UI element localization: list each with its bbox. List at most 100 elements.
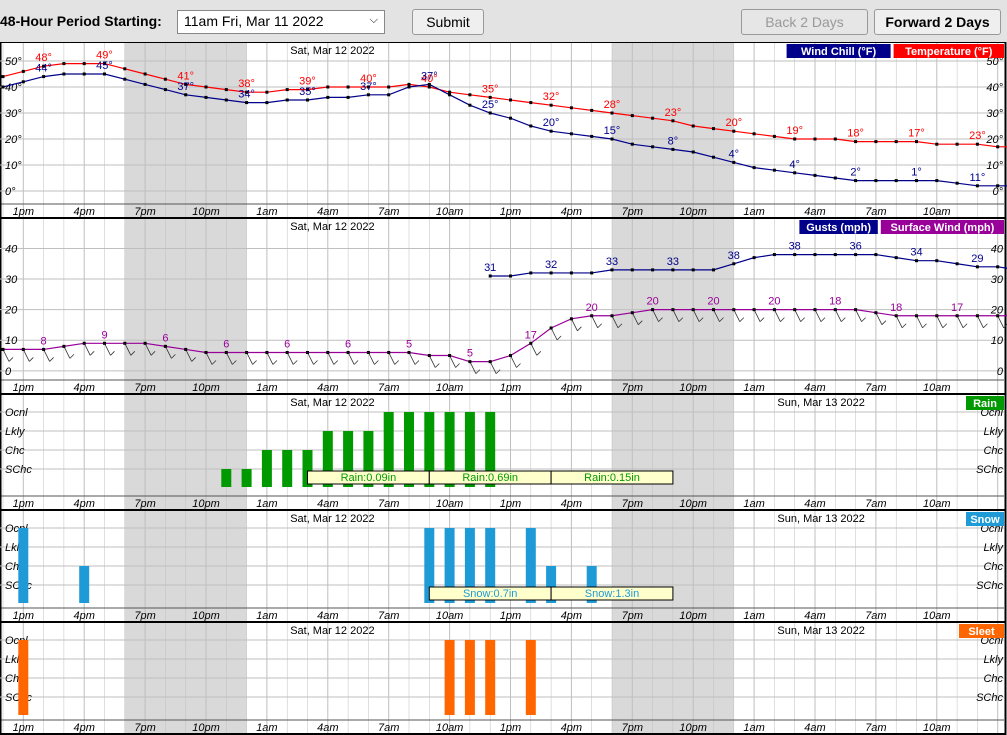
wind-barb — [449, 355, 456, 368]
legend-box — [786, 44, 891, 58]
surface-wind-data-point — [671, 308, 675, 312]
rain-bar — [322, 431, 333, 487]
wind-barb — [266, 352, 274, 365]
wind-barb — [942, 323, 948, 329]
wind-barb — [658, 317, 663, 322]
wind-chill-data-point — [569, 132, 573, 136]
wind-barb — [577, 326, 582, 332]
submit-button[interactable]: Submit — [412, 9, 484, 35]
wind-chill-data-point — [874, 179, 878, 183]
wind-chill-data-point — [854, 179, 858, 183]
x-tick-label: 7pm — [134, 382, 155, 394]
x-tick-label: 7am — [378, 498, 399, 510]
x-tick-label: 4pm — [73, 498, 94, 510]
gusts-data-point — [813, 253, 817, 257]
sleet-bar — [444, 640, 455, 715]
wind-chill-data-point — [326, 95, 330, 99]
snow-title-box — [966, 512, 1004, 526]
wind-chill-data-point — [184, 93, 188, 97]
gusts-data-point — [833, 253, 837, 257]
wind-barb — [901, 323, 907, 329]
x-tick-label: 4pm — [561, 382, 582, 394]
temperature-data-point — [996, 145, 1000, 149]
temperature-data-point — [854, 140, 858, 144]
wind-barb — [733, 309, 741, 322]
forward-2-days-button[interactable]: Forward 2 Days — [874, 9, 1001, 35]
x-tick-label: 7am — [865, 498, 886, 510]
x-tick-label: 1am — [256, 382, 277, 394]
surface-wind-data-point — [123, 341, 127, 345]
wind-barb — [104, 343, 111, 356]
category-label: Chc — [983, 561, 1003, 573]
temperature-data-point — [326, 85, 330, 89]
category-label: Chc — [983, 673, 1003, 685]
snow-bar — [586, 566, 597, 603]
wind-chill-data-point — [488, 111, 492, 115]
wind-barb — [962, 323, 968, 329]
gusts-data-point — [569, 271, 573, 275]
wind-chill-data-point — [387, 93, 391, 97]
rain-title-box — [966, 396, 1004, 410]
wind-chill-data-label: 4° — [789, 159, 800, 171]
back-2-days-button[interactable]: Back 2 Days — [741, 9, 868, 35]
wind-barb — [678, 317, 684, 322]
x-tick-label: 1am — [743, 610, 764, 622]
date-label: Sun, Mar 13 2022 — [777, 625, 864, 637]
surface-wind-data-point — [691, 308, 695, 312]
temperature-data-label: 49° — [96, 50, 113, 62]
temperature-data-label: 23° — [665, 107, 682, 119]
temperature-data-point — [610, 111, 614, 115]
wind-chill-data-label: 8° — [668, 135, 679, 147]
x-tick-label: 10pm — [192, 722, 220, 734]
period-select[interactable]: 11am Fri, Mar 11 2022 ⌵ — [177, 10, 385, 34]
x-tick-label: 1am — [256, 206, 277, 218]
surface-wind-data-point — [1, 347, 5, 351]
surface-wind-data-point — [143, 341, 147, 345]
wind-chill-data-label: 37° — [421, 70, 438, 82]
wind-barb — [713, 309, 720, 322]
legend-label: Temperature (°F) — [905, 46, 993, 58]
wind-barb — [698, 317, 704, 322]
x-tick-label: 10am — [436, 610, 464, 622]
temperature-data-point — [915, 140, 918, 144]
temperature-data-point — [224, 88, 228, 92]
y-tick-label: 50° — [986, 56, 1003, 68]
surface-wind-data-point — [42, 347, 46, 351]
x-tick-label: 7pm — [134, 610, 155, 622]
y-tick-label: 10° — [986, 160, 1003, 172]
wind-barb — [292, 360, 298, 365]
wind-barb — [530, 343, 538, 356]
temperature-data-point — [630, 114, 634, 118]
wind-barb — [571, 318, 578, 332]
temperature-data-point — [346, 85, 350, 89]
wind-barb — [591, 315, 599, 328]
surface-wind-data-label: 18 — [890, 302, 902, 314]
gusts-data-label: 34 — [910, 247, 922, 259]
wind-barb — [692, 309, 700, 322]
snow-bar — [525, 528, 536, 603]
rain-amount-box — [550, 470, 674, 485]
gusts-data-point — [894, 256, 898, 260]
surface-wind-data-point — [326, 350, 330, 354]
sleet-bar — [485, 640, 496, 715]
y-tick-label: 30° — [5, 108, 22, 120]
wind-barb — [165, 346, 172, 359]
wind-barb — [246, 352, 253, 365]
snow-bar — [546, 566, 557, 603]
x-tick-label: 1pm — [13, 206, 34, 218]
rain-bar — [241, 469, 252, 487]
wind-barb — [739, 317, 745, 322]
x-tick-label: 10am — [923, 722, 951, 734]
temperature-data-point — [549, 103, 553, 107]
x-tick-label: 1pm — [500, 610, 521, 622]
snow-bar — [18, 528, 29, 603]
wind-chill-data-point — [245, 101, 249, 105]
wind-barb — [800, 317, 805, 322]
wind-barb — [286, 352, 294, 365]
surface-wind-data-point — [366, 350, 370, 354]
gusts-data-point — [772, 253, 776, 257]
surface-wind-data-label: 20 — [768, 296, 780, 308]
surface-wind-data-point — [590, 314, 594, 318]
gusts-data-label: 38 — [789, 241, 801, 253]
wind-barb — [89, 351, 95, 356]
